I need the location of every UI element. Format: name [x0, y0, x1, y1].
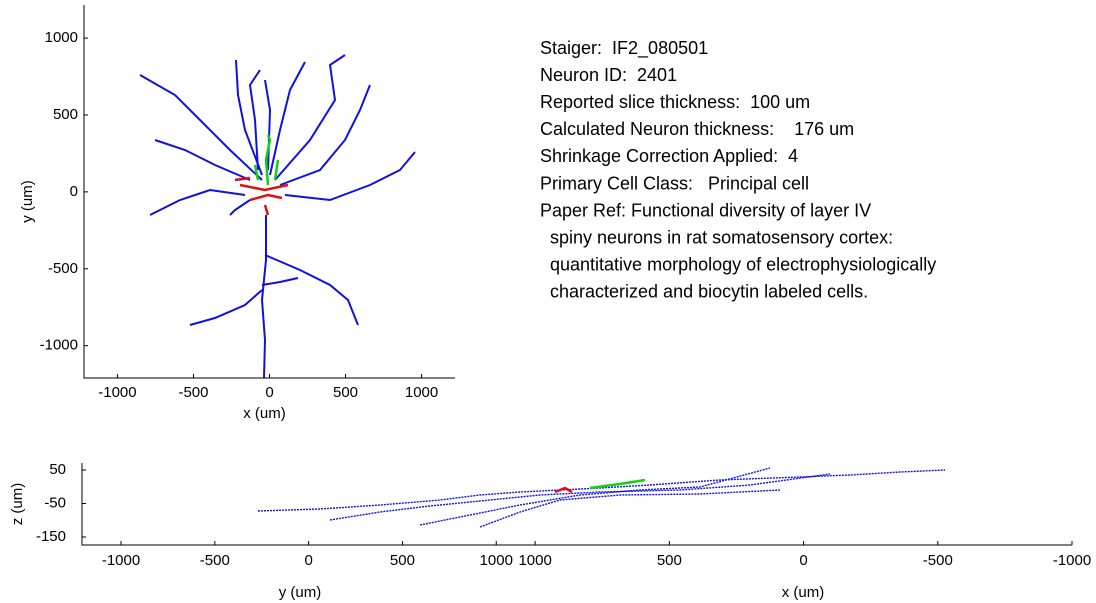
info-line: Calculated Neuron thickness: 176 um [540, 119, 854, 139]
info-text: Staiger: IF2_080501 Neuron ID: 2401 Report… [540, 38, 936, 302]
dendrite [269, 61, 306, 176]
x-tick-label: 500 [333, 384, 358, 401]
axis-line [83, 5, 455, 379]
dendrite [235, 59, 263, 176]
y-tick-label: 0 [70, 183, 78, 200]
x-tick-label: -1000 [98, 384, 136, 401]
info-line: Paper Ref: Functional diversity of layer… [540, 200, 871, 220]
neuron-xy [139, 54, 416, 379]
y-tick-label: -500 [48, 260, 78, 277]
trace-axon [554, 486, 573, 494]
x-tick-label: -500 [923, 552, 953, 569]
info-line: characterized and biocytin labeled cells… [540, 282, 868, 302]
dendrite [260, 215, 267, 379]
dendrite [264, 254, 359, 326]
dendrite [229, 199, 251, 216]
x-tick-label: 500 [657, 552, 682, 569]
info-line: Staiger: IF2_080501 [540, 38, 708, 59]
y-tick-label: -1000 [40, 337, 78, 354]
dendrite [261, 277, 299, 286]
dendrite [139, 74, 263, 181]
trace [419, 467, 771, 526]
trace [329, 473, 831, 521]
y-tick-label: -150 [36, 528, 66, 545]
trace [257, 469, 946, 512]
dendrite [279, 84, 371, 186]
x-tick-label: 0 [265, 384, 273, 401]
x-tick-label: -1000 [102, 552, 140, 569]
trace [479, 489, 781, 528]
dendrite [149, 188, 246, 216]
info-line: Reported slice thickness: 100 um [540, 92, 810, 112]
x-tick-label: -500 [178, 384, 208, 401]
info-line: quantitative morphology of electrophysio… [540, 255, 936, 275]
axis-line [81, 463, 1072, 546]
dendrite [284, 151, 416, 202]
info-line: Primary Cell Class: Principal cell [540, 173, 809, 193]
y-tick-label: 500 [53, 106, 78, 123]
y-axis-label: y (um) [19, 180, 36, 223]
x-axis-label: x (um) [243, 405, 286, 422]
info-line: Neuron ID: 2401 [540, 65, 677, 85]
x-tick-label: -500 [200, 552, 230, 569]
x-axis-label: x (um) [782, 584, 825, 601]
dendrite [154, 139, 251, 181]
x-tick-label: 1000 [518, 552, 551, 569]
y-tick-label: 50 [49, 461, 66, 478]
x-tick-label: 1000 [405, 384, 438, 401]
x-tick-label: 500 [390, 552, 415, 569]
y-axis-label: z (um) [9, 483, 26, 526]
dendrite [274, 54, 346, 181]
apical [253, 134, 280, 186]
x-tick-label: 0 [799, 552, 807, 569]
x-tick-label: 1000 [480, 552, 513, 569]
dendrite [189, 289, 263, 326]
neuron-z [257, 467, 946, 528]
y-tick-label: -50 [44, 494, 66, 511]
dendrite [248, 69, 261, 171]
info-line: spiny neurons in rat somatosensory corte… [540, 227, 893, 247]
x-tick-label: -1000 [1053, 552, 1091, 569]
y-tick-label: 1000 [45, 29, 78, 46]
trace-apical [589, 478, 646, 490]
axon-local [234, 176, 289, 216]
x-axis-label: y (um) [279, 584, 322, 601]
info-line: Shrinkage Correction Applied: 4 [540, 146, 798, 166]
x-tick-label: 0 [304, 552, 312, 569]
